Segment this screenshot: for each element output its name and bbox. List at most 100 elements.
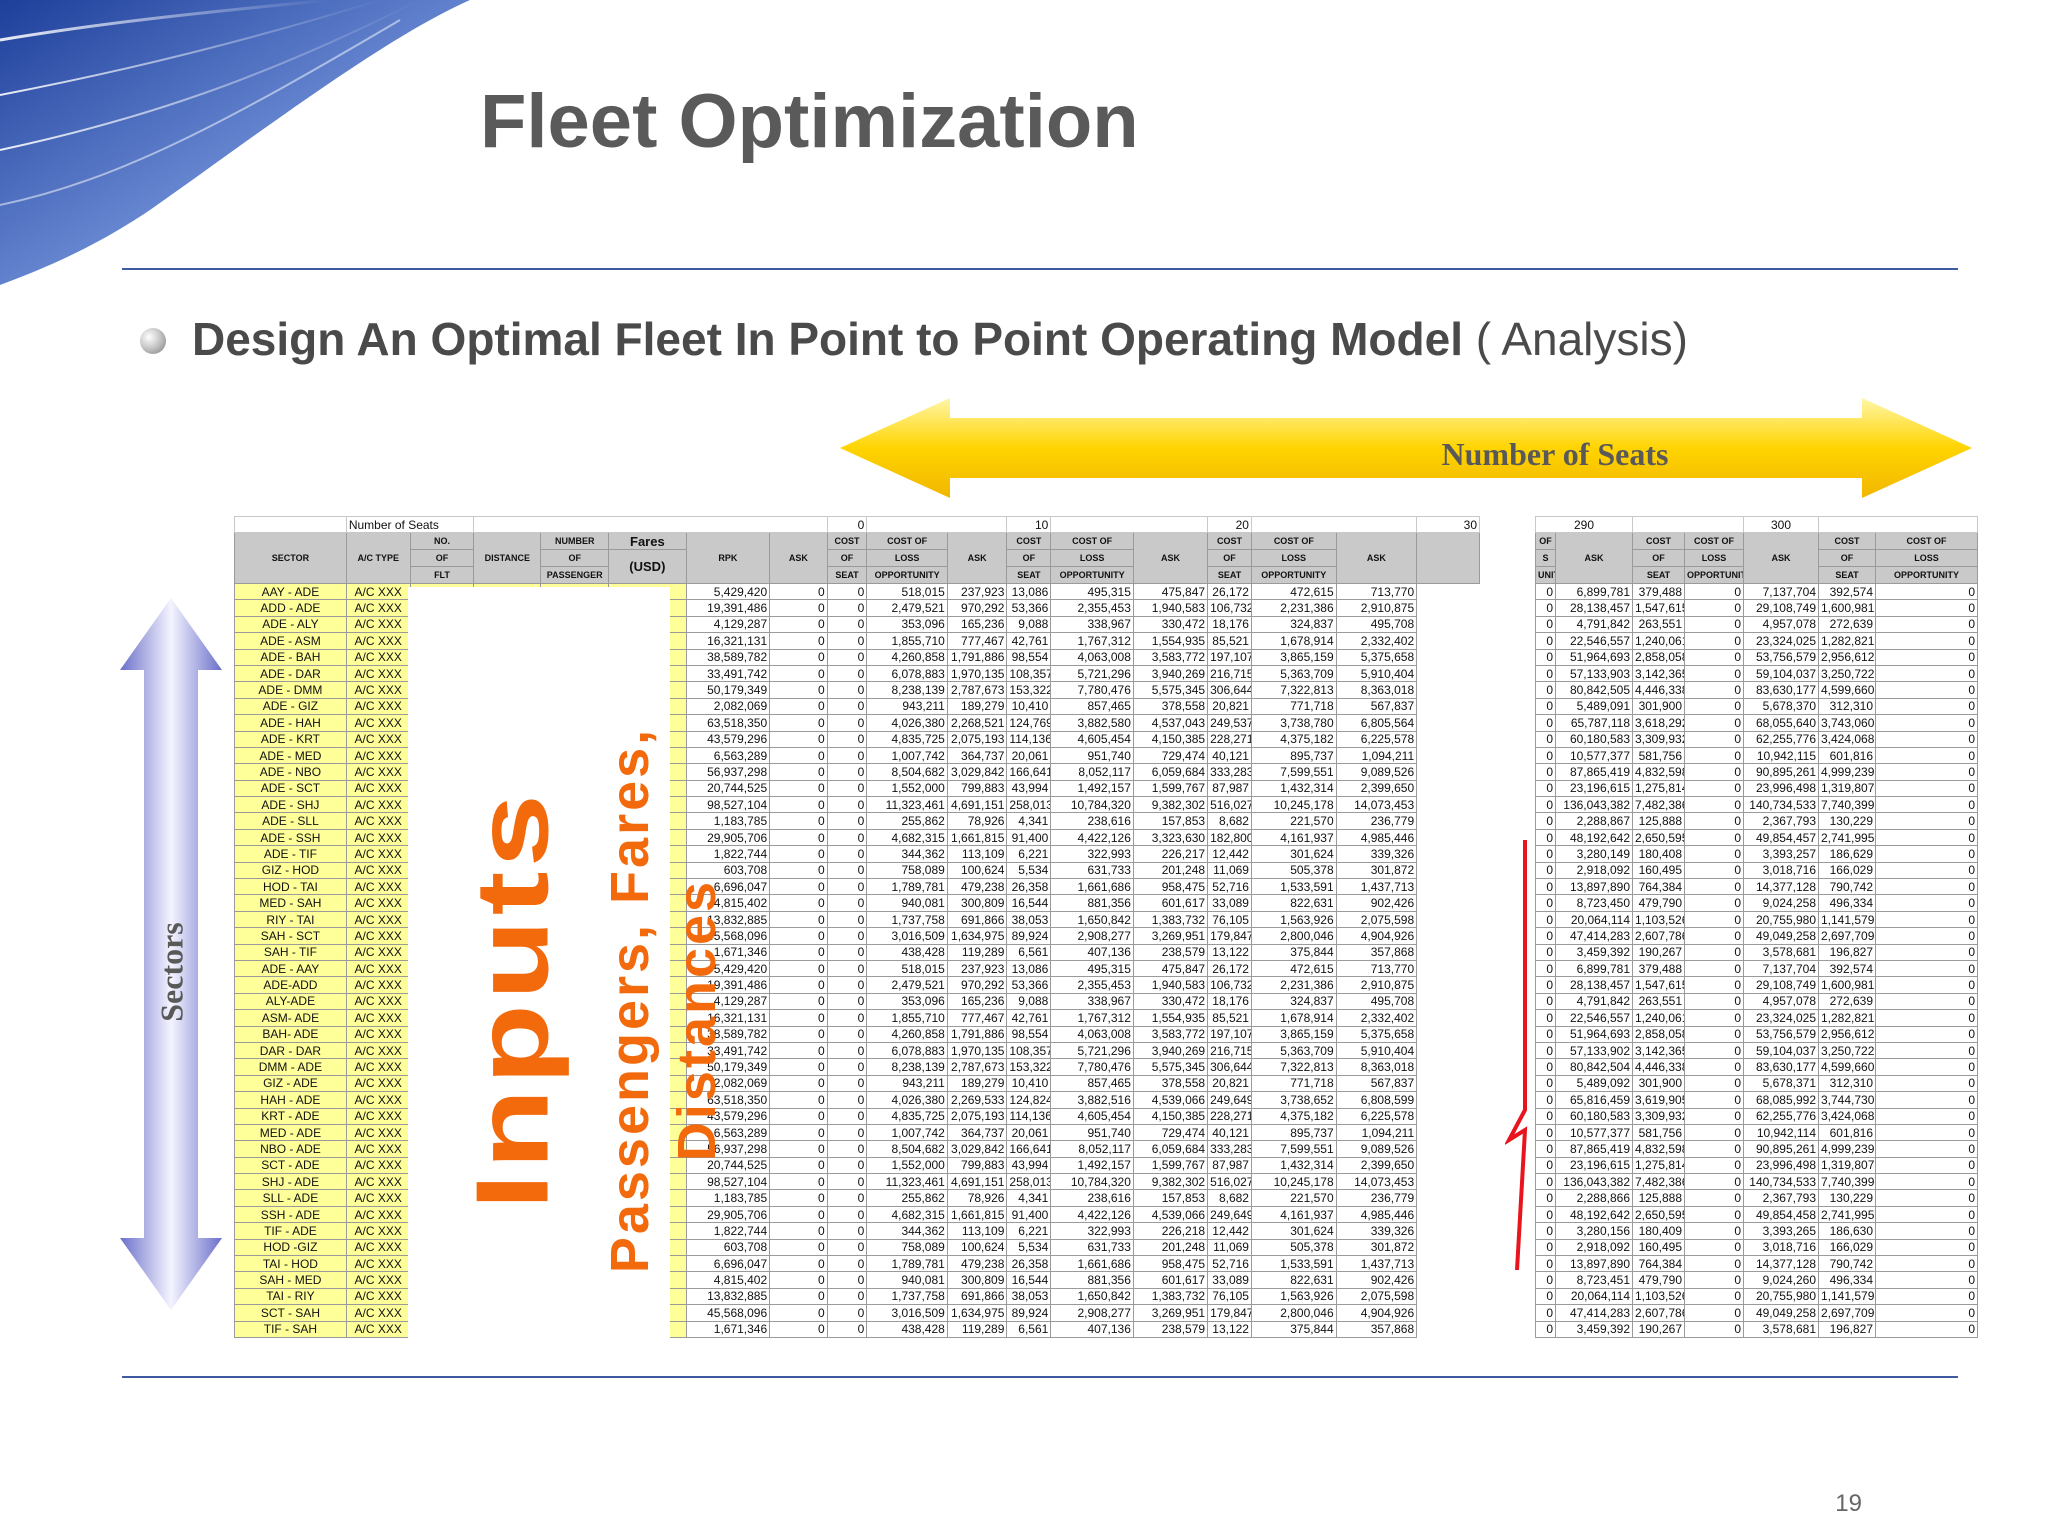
sector-cell: SAH - SCT bbox=[234, 927, 347, 945]
table-row: SSH - ADE A/C XXX 29,905,706 0 0 4,682,315 1,6… bbox=[234, 1205, 1480, 1224]
ask-cell: 53,756,579 bbox=[1743, 1025, 1819, 1043]
ask-cell: 0 bbox=[769, 1304, 828, 1322]
ask-cell: 9,089,526 bbox=[1335, 763, 1418, 781]
cost-seat-cell: 0 bbox=[826, 1287, 868, 1306]
number-of-seats-label: Number of Seats bbox=[1441, 436, 1669, 472]
ask-cell: 495,708 bbox=[1335, 992, 1418, 1011]
ask-cell: 113,109 bbox=[946, 845, 1008, 863]
ask-cell: 0 bbox=[769, 779, 828, 798]
col-header-loss-10: COST OF bbox=[1050, 532, 1134, 550]
ask-cell: 3,018,716 bbox=[1743, 861, 1819, 880]
ask-cell: 49,854,458 bbox=[1743, 1205, 1819, 1224]
ask-cell: 3,459,392 bbox=[1555, 1320, 1633, 1338]
loss-cell: 0 bbox=[1875, 599, 1978, 617]
loss-cell: 375,844 bbox=[1250, 1320, 1337, 1338]
loss-cell: 0 bbox=[1875, 648, 1978, 666]
loss-cell: 0 bbox=[1875, 1320, 1978, 1338]
ask-cell: 3,583,772 bbox=[1132, 1025, 1209, 1043]
cost-seat-cell: 312,310 bbox=[1818, 697, 1876, 716]
loss-cell: 0 bbox=[1684, 1255, 1744, 1273]
cost-seat-cell: 85,521 bbox=[1207, 1009, 1252, 1027]
ac-type-cell: A/C XXX bbox=[345, 976, 411, 994]
table-row: 0 22,546,557 1,240,061 0 23,324,025 1,282,821… bbox=[1535, 1009, 1978, 1027]
loss-cell: 11,323,461 bbox=[866, 1173, 948, 1191]
cost-seat-cell: 581,756 bbox=[1632, 1123, 1685, 1142]
cost-seat-cell: 4,446,338 bbox=[1632, 1058, 1685, 1076]
table-row: 0 2,288,867 125,888 0 2,367,793 130,229 0 bbox=[1535, 812, 1978, 830]
ask-cell: 1,940,583 bbox=[1132, 976, 1209, 994]
table-row: 0 60,180,583 3,309,932 0 62,255,776 3,424,068… bbox=[1535, 730, 1978, 748]
loss-cell: 0 bbox=[1684, 1091, 1744, 1109]
loss-cell: 0 bbox=[1535, 927, 1556, 945]
cost-seat-cell: 26,172 bbox=[1207, 959, 1252, 978]
col-header-cost-seat-10: COST bbox=[1006, 532, 1052, 550]
cost-seat-cell: 20,061 bbox=[1006, 746, 1052, 765]
loss-cell: 3,865,159 bbox=[1250, 648, 1337, 666]
cost-seat-cell: 3,142,365 bbox=[1632, 664, 1685, 683]
cost-seat-cell: 258,013 bbox=[1006, 796, 1052, 814]
loss-cell: 4,026,380 bbox=[866, 714, 948, 732]
loss-cell: 0 bbox=[1875, 1091, 1978, 1109]
loss-cell: 0 bbox=[1535, 1140, 1556, 1158]
loss-cell: 0 bbox=[1684, 1205, 1744, 1224]
ask-cell: 0 bbox=[769, 812, 828, 830]
cost-seat-cell: 16,544 bbox=[1006, 1271, 1052, 1289]
ask-cell: 4,150,385 bbox=[1132, 1107, 1209, 1125]
cost-seat-cell: 0 bbox=[826, 697, 868, 716]
ask-cell: 0 bbox=[769, 1255, 828, 1273]
cost-seat-cell: 0 bbox=[826, 894, 868, 912]
sector-cell: ADE - ASM bbox=[234, 632, 347, 650]
loss-cell: 0 bbox=[1535, 1238, 1556, 1257]
loss-cell: 0 bbox=[1684, 1107, 1744, 1125]
ask-cell: 201,248 bbox=[1132, 861, 1209, 880]
sector-cell: ADE - BAH bbox=[234, 648, 347, 666]
loss-cell: 822,631 bbox=[1250, 894, 1337, 912]
ask-cell: 1,661,815 bbox=[946, 1205, 1008, 1224]
ask-cell: 20,064,114 bbox=[1555, 910, 1633, 929]
loss-cell: 0 bbox=[1875, 943, 1978, 961]
ask-cell: 10,577,377 bbox=[1555, 1123, 1633, 1142]
ask-cell: 0 bbox=[769, 861, 828, 880]
loss-cell: 0 bbox=[1535, 959, 1556, 978]
ask-cell: 2,288,866 bbox=[1555, 1189, 1633, 1207]
cost-seat-cell: 179,847 bbox=[1207, 927, 1252, 945]
cost-seat-cell: 5,534 bbox=[1006, 1238, 1052, 1257]
loss-cell: 0 bbox=[1535, 1074, 1556, 1093]
seat-group-0: 0 bbox=[826, 516, 868, 533]
loss-cell: 10,784,320 bbox=[1050, 796, 1134, 814]
rpk-cell: 16,321,131 bbox=[685, 632, 771, 650]
ask-cell: 100,624 bbox=[946, 861, 1008, 880]
cost-seat-cell: 4,446,338 bbox=[1632, 681, 1685, 699]
ask-cell: 902,426 bbox=[1335, 1271, 1418, 1289]
ask-cell: 6,225,578 bbox=[1335, 1107, 1418, 1125]
ask-cell: 0 bbox=[769, 1222, 828, 1240]
ask-cell: 20,064,114 bbox=[1555, 1287, 1633, 1306]
ask-cell: 78,926 bbox=[946, 1189, 1008, 1207]
cost-seat-cell: 764,384 bbox=[1632, 1255, 1685, 1273]
slide-subtitle: Design An Optimal Fleet In Point to Poin… bbox=[192, 312, 1688, 366]
loss-cell: 0 bbox=[1684, 1058, 1744, 1076]
ask-cell: 3,280,149 bbox=[1555, 845, 1633, 863]
ask-cell: 3,940,269 bbox=[1132, 664, 1209, 683]
loss-cell: 0 bbox=[1535, 1255, 1556, 1273]
cost-seat-cell: 764,384 bbox=[1632, 878, 1685, 896]
cost-seat-cell: 106,732 bbox=[1207, 599, 1252, 617]
loss-cell: 0 bbox=[1684, 1041, 1744, 1060]
table-row: 0 3,459,392 190,267 0 3,578,681 196,827 0 bbox=[1535, 1320, 1978, 1338]
ask-cell: 0 bbox=[769, 1173, 828, 1191]
ac-type-cell: A/C XXX bbox=[345, 1123, 411, 1142]
loss-cell: 0 bbox=[1875, 976, 1978, 994]
ask-cell: 777,467 bbox=[946, 1009, 1008, 1027]
loss-cell: 8,238,139 bbox=[866, 681, 948, 699]
loss-cell: 4,682,315 bbox=[866, 828, 948, 847]
ask-cell: 0 bbox=[769, 681, 828, 699]
loss-cell: 0 bbox=[1875, 828, 1978, 847]
rpk-cell: 19,391,486 bbox=[685, 599, 771, 617]
cost-seat-cell: 263,551 bbox=[1632, 615, 1685, 634]
loss-cell: 0 bbox=[1535, 1091, 1556, 1109]
table-row: 0 3,459,392 190,267 0 3,578,681 196,827 0 bbox=[1535, 943, 1978, 961]
ac-type-cell: A/C XXX bbox=[345, 648, 411, 666]
loss-cell: 1,007,742 bbox=[866, 1123, 948, 1142]
ask-cell: 14,377,128 bbox=[1743, 1255, 1819, 1273]
cost-seat-cell: 33,089 bbox=[1207, 894, 1252, 912]
